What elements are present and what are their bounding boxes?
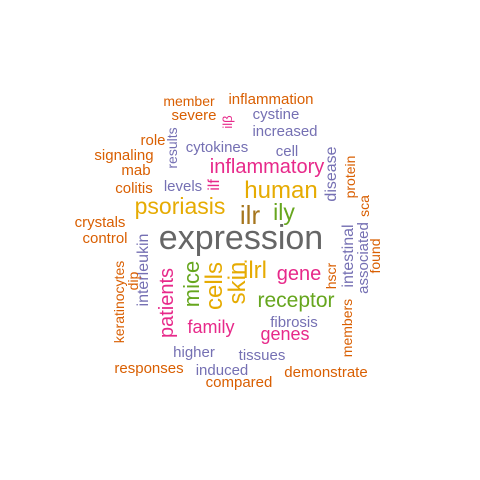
word-cells: cells — [201, 262, 228, 310]
word-responses: responses — [114, 360, 183, 377]
word-mice: mice — [179, 261, 204, 307]
word-cytokines: cytokines — [186, 139, 249, 156]
word-levels: levels — [164, 178, 202, 195]
word-ilrl: ilrl — [243, 257, 267, 284]
word-role: role — [140, 132, 165, 149]
word-colitis: colitis — [115, 180, 153, 197]
word-member: member — [163, 93, 215, 109]
word-human: human — [244, 177, 317, 204]
word-fibrosis: fibrosis — [270, 314, 318, 331]
word-compared: compared — [206, 374, 273, 391]
word-increased: increased — [252, 123, 317, 140]
word-genes: genes — [260, 324, 309, 344]
word-patients: patients — [156, 268, 178, 338]
word-protein: protein — [342, 156, 358, 199]
word-mab: mab — [121, 162, 150, 179]
word-ilf: ilf — [206, 179, 223, 191]
word-il1b: ilβ — [220, 115, 235, 128]
word-severe: severe — [171, 107, 216, 124]
word-members: members — [339, 299, 355, 357]
word-ily: ily — [273, 199, 295, 225]
word-psoriasis: psoriasis — [135, 193, 226, 219]
word-found: found — [367, 238, 383, 273]
word-disease: disease — [323, 146, 340, 201]
word-tissues: tissues — [239, 347, 286, 364]
word-inflammatory: inflammatory — [210, 156, 324, 178]
word-family: family — [187, 317, 234, 337]
word-signaling: signaling — [94, 147, 153, 164]
word-ilr: ilr — [240, 200, 261, 230]
word-higher: higher — [173, 344, 215, 361]
word-crystals: crystals — [75, 214, 126, 231]
word-induced: induced — [196, 362, 249, 379]
word-dip: dip — [125, 271, 141, 290]
word-control: control — [82, 230, 127, 247]
word-keratinocytes: keratinocytes — [111, 261, 127, 343]
word-gene: gene — [277, 263, 322, 285]
word-inflammation: inflammation — [228, 91, 313, 108]
word-cell: cell — [276, 143, 299, 160]
word-skin: skin — [224, 262, 251, 305]
word-intestinal: intestinal — [340, 224, 357, 287]
word-cystine: cystine — [253, 106, 300, 123]
word-interleukin: interleukin — [135, 234, 152, 307]
word-expression: expression — [159, 219, 323, 257]
word-demonstrate: demonstrate — [284, 364, 367, 381]
word-receptor: receptor — [257, 289, 334, 312]
word-sca: sca — [356, 195, 372, 217]
word-results: results — [164, 127, 180, 168]
word-hscr: hscr — [323, 262, 339, 289]
word-associated: associated — [355, 222, 372, 294]
